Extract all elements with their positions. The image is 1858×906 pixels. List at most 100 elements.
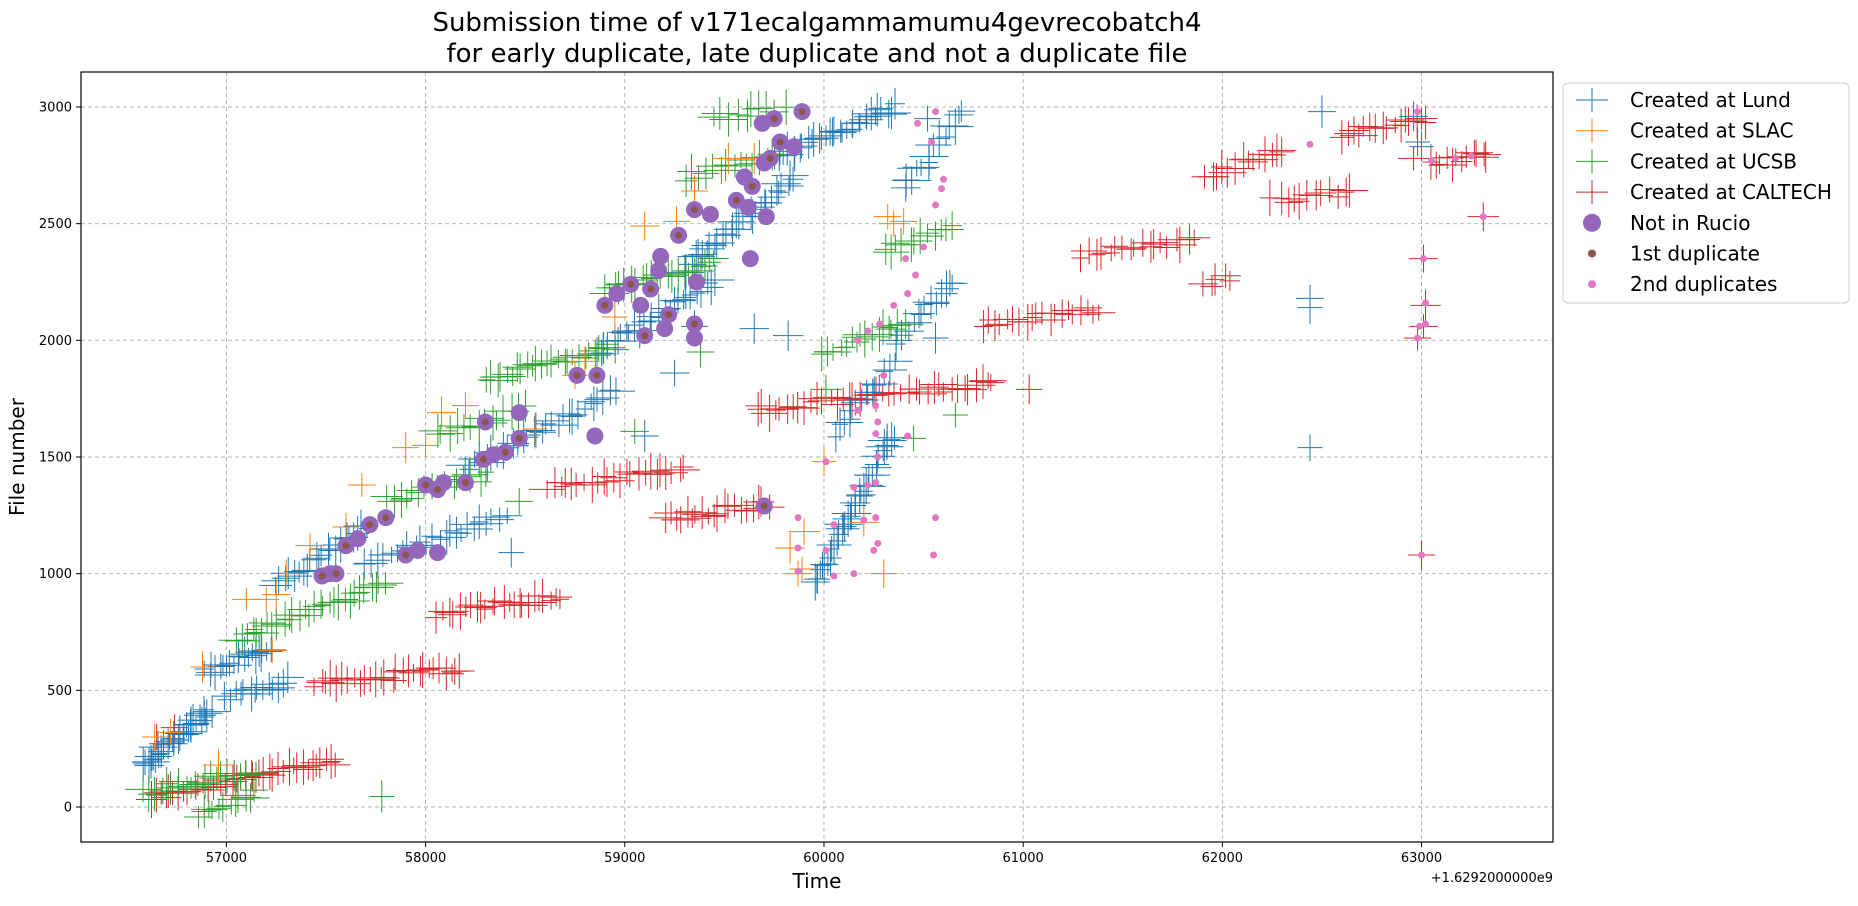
data-point [789,556,815,582]
data-point [461,479,469,487]
data-point [825,409,863,436]
data-point [340,579,368,607]
data-point [179,770,212,799]
data-point [526,349,557,379]
data-point [553,476,570,496]
data-point [451,392,480,419]
data-point [872,430,880,438]
data-point [1479,213,1487,221]
data-point [1237,152,1269,171]
data-point [535,413,557,435]
data-point [330,661,354,696]
data-point [860,374,899,394]
data-point [517,354,548,377]
data-point [674,164,698,198]
data-point [269,668,298,698]
data-point [168,725,189,754]
data-point [1455,139,1494,166]
data-point [504,353,536,385]
data-point [819,551,837,576]
data-point [882,422,901,457]
data-point [245,617,263,642]
data-point [922,322,949,354]
data-point [739,198,757,216]
data-point [1036,303,1067,337]
data-point [1296,284,1324,312]
data-point [1392,108,1410,143]
data-point [709,102,748,137]
data-point [359,575,398,595]
data-point [472,508,510,526]
data-point [673,508,712,529]
data-point [348,473,376,497]
legend: Created at Lund Created at SLAC Created at… [1562,82,1850,304]
data-point [872,353,908,387]
data-point [510,404,528,422]
legend-label: Created at CALTECH [1630,180,1832,204]
data-point [745,388,778,423]
data-point [390,488,423,509]
data-point [626,456,652,491]
data-point [202,749,235,781]
data-point [880,315,899,340]
y-tick-label: 0 [64,801,72,816]
data-point [871,96,912,130]
data-point [902,158,940,177]
data-point [1422,320,1430,328]
data-point [1016,374,1043,405]
data-point [511,587,529,619]
data-point [560,467,582,501]
data-point [808,563,827,595]
data-point [822,458,830,466]
data-point [904,432,912,440]
data-point [457,591,484,619]
data-point [949,375,981,402]
data-point [295,533,325,559]
data-point [864,481,872,489]
data-point [896,313,933,332]
data-point [936,274,968,293]
data-point [703,156,740,185]
data-point [380,668,407,693]
data-point [1116,238,1146,261]
data-point [661,506,701,534]
data-point [874,233,897,266]
data-point [1398,146,1430,171]
data-point [1219,270,1241,291]
data-point [406,651,440,689]
data-point [233,623,262,645]
data-point [600,375,621,406]
data-point [614,458,640,486]
data-point [870,546,878,554]
data-point [541,591,561,610]
data-point [969,372,1007,389]
data-point [1248,136,1282,173]
data-point [713,148,738,182]
legend-label: Created at Lund [1630,88,1791,112]
data-point [135,780,168,819]
y-tick-label: 2000 [39,334,72,349]
data-point [925,279,958,309]
data-point [675,231,683,239]
data-point [865,428,904,465]
y-tick-label: 3000 [39,101,72,116]
data-point [920,243,928,251]
data-point [1210,263,1241,289]
data-point [774,89,798,125]
data-point [257,638,287,664]
data-point [277,560,313,593]
data-point [1022,303,1042,332]
data-point [912,285,950,319]
data-point [570,346,600,377]
data-point [911,302,931,327]
data-point [545,404,581,424]
data-point [261,607,291,641]
data-point [757,208,775,226]
data-point [692,157,720,190]
data-point [872,514,880,522]
plot-area [125,88,1502,829]
data-point [352,548,376,580]
data-point [854,336,862,344]
data-point [359,571,394,603]
y-tick-label: 2500 [39,217,72,232]
